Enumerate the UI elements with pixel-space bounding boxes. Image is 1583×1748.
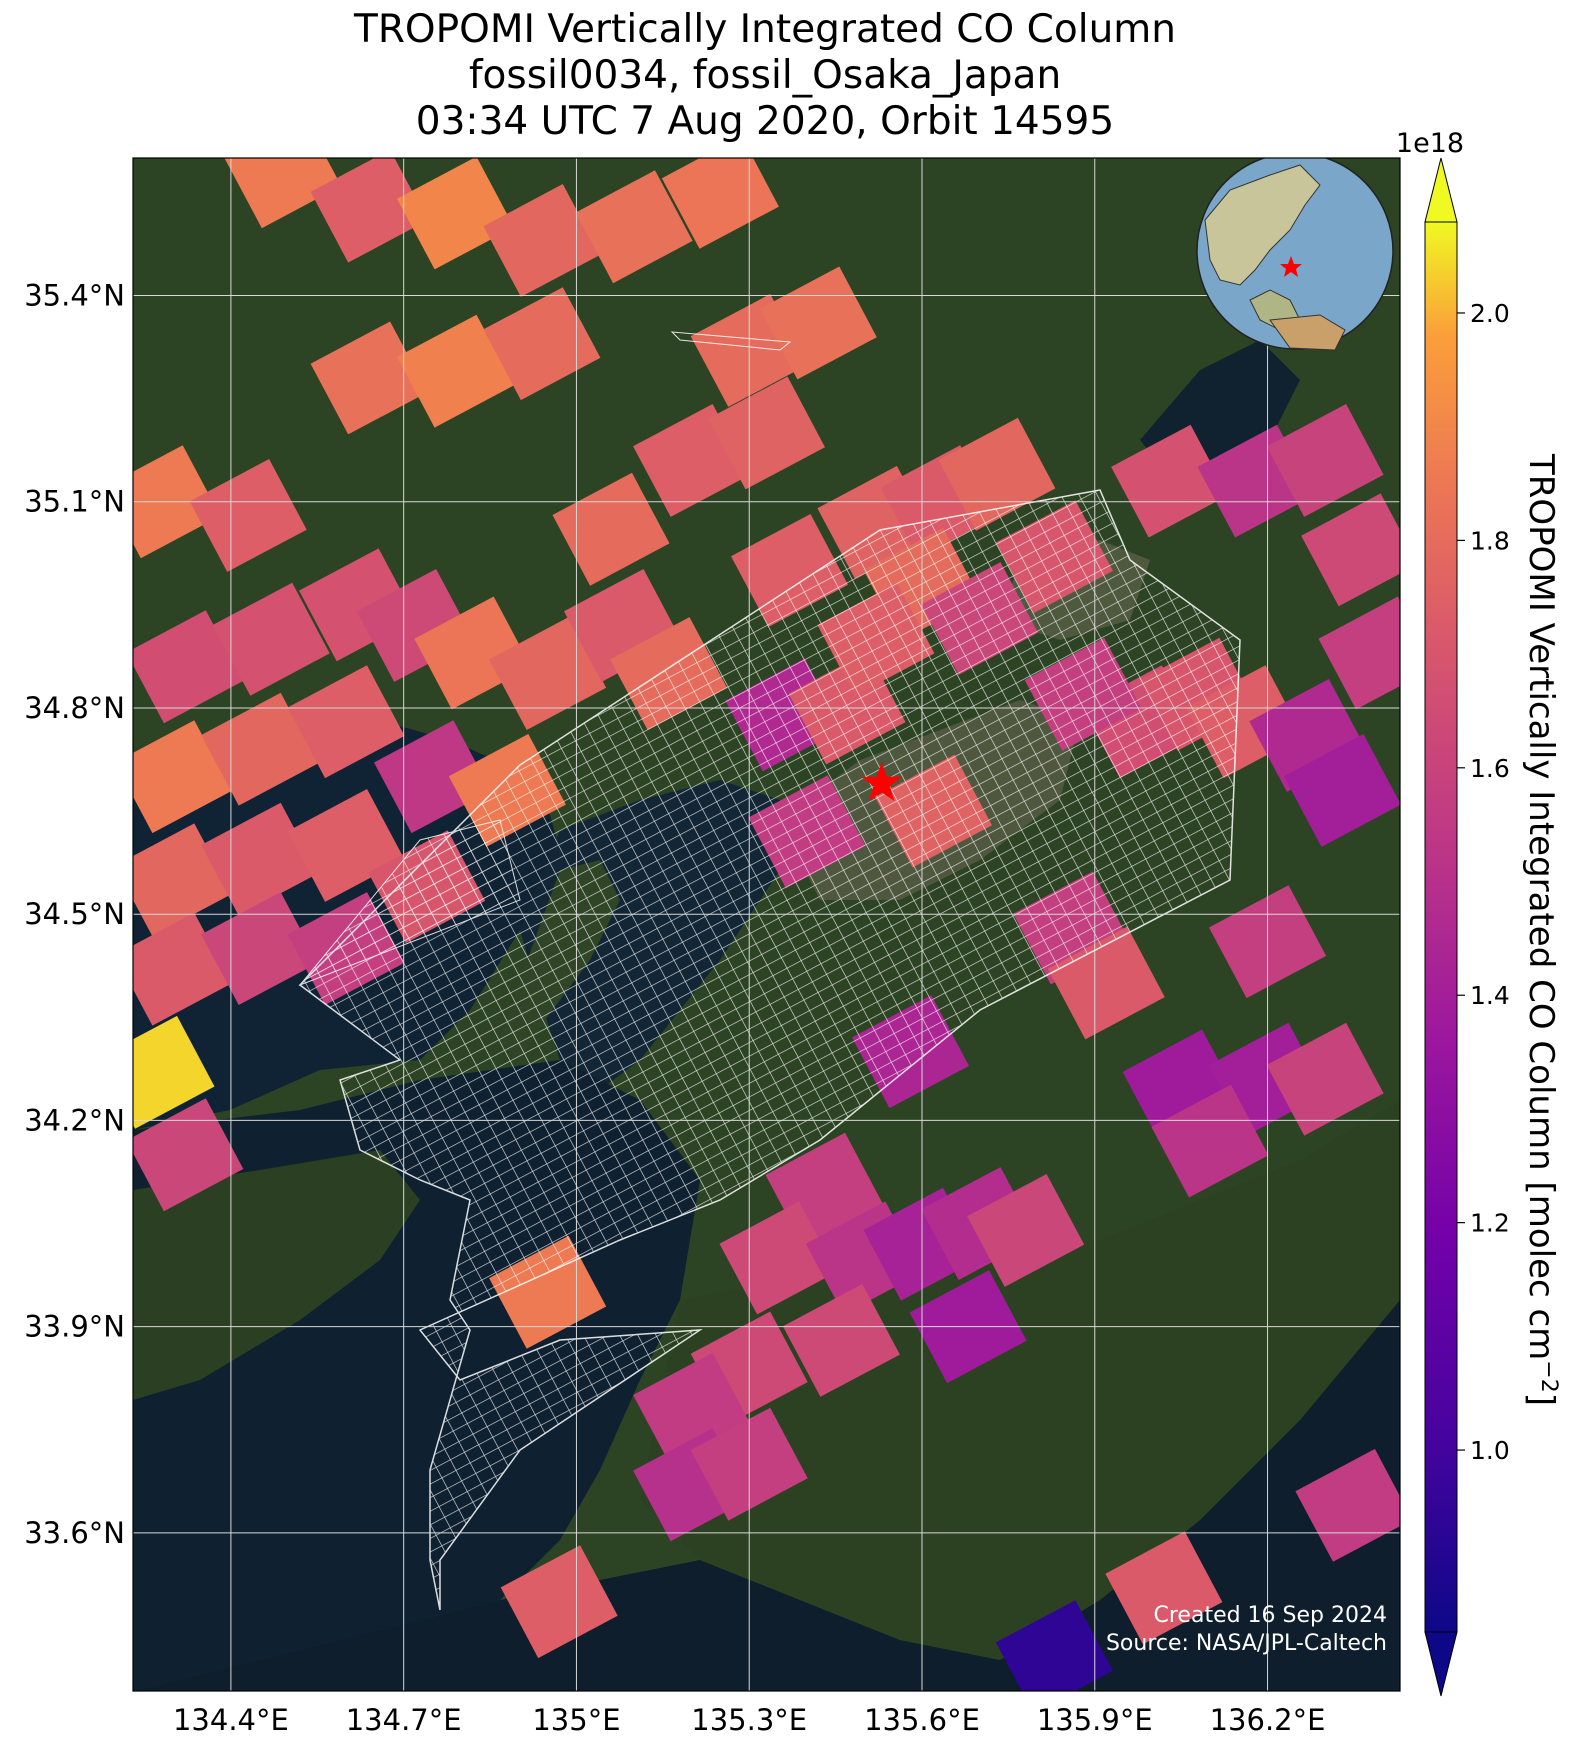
lat-tick-label: 34.2°N bbox=[24, 1103, 125, 1137]
title-line-3: 03:34 UTC 7 Aug 2020, Orbit 14595 bbox=[415, 99, 1115, 144]
map-area: Created 16 Sep 2024 Source: NASA/JPL-Cal… bbox=[133, 158, 1400, 1691]
tropomi-pixel bbox=[133, 610, 244, 724]
shikoku-land bbox=[133, 1150, 420, 1400]
tropomi-pixel bbox=[212, 582, 330, 696]
tropomi-pixel bbox=[575, 170, 693, 284]
colorbar-tick-label: 1.4 bbox=[1470, 981, 1510, 1010]
tropomi-pixel bbox=[938, 417, 1056, 531]
inset-globe bbox=[1196, 158, 1394, 351]
wakayama-land bbox=[640, 1100, 1400, 1660]
lat-tick-label: 34.8°N bbox=[24, 691, 125, 725]
credit-created: Created 16 Sep 2024 bbox=[1154, 1603, 1388, 1628]
pacific-ocean bbox=[133, 1300, 1400, 1691]
colorbar-tick-label: 1.8 bbox=[1470, 526, 1510, 555]
lon-tick-label: 134.7°E bbox=[346, 1703, 462, 1737]
colorbar-label-superscript: −2 bbox=[1536, 1360, 1561, 1392]
tropomi-pixel bbox=[310, 321, 428, 435]
oco3-footprint-grid bbox=[298, 331, 1241, 1611]
colorbar-tick-label: 1.6 bbox=[1470, 754, 1510, 783]
tropomi-pixel bbox=[133, 720, 232, 834]
colorbar-extend-max bbox=[1424, 157, 1458, 223]
tropomi-pixel bbox=[500, 1545, 618, 1659]
lat-tick-label: 35.4°N bbox=[24, 278, 125, 312]
tropomi-pixel bbox=[1266, 404, 1384, 517]
colorbar-extend-min bbox=[1424, 1631, 1458, 1697]
tropomi-pixel bbox=[287, 665, 405, 779]
tropomi-pixel bbox=[782, 1284, 900, 1397]
lon-tick-label: 135.3°E bbox=[691, 1703, 807, 1737]
lat-tick-label: 34.5°N bbox=[24, 897, 125, 931]
tropomi-pixel bbox=[397, 158, 514, 270]
tropomi-pixel bbox=[483, 184, 601, 297]
colorbar-label-text: TROPOMI Vertically Integrated CO Column … bbox=[1521, 453, 1561, 1360]
colorbar-ticks: 1.0 1.2 1.4 1.6 1.8 2.0 bbox=[1457, 299, 1510, 1465]
graticule bbox=[133, 158, 1400, 1691]
colorbar-tick-label: 2.0 bbox=[1470, 299, 1510, 328]
inset-star-marker bbox=[1280, 256, 1302, 277]
tropomi-pixel bbox=[708, 376, 825, 490]
tropomi-pixel bbox=[1266, 1022, 1384, 1136]
tropomi-pixel bbox=[224, 158, 342, 229]
colorbar-label: TROPOMI Vertically Integrated CO Column … bbox=[1521, 453, 1561, 1406]
tropomi-pixel bbox=[1318, 596, 1400, 710]
tropomi-pixel bbox=[759, 266, 877, 380]
tropomi-pixel bbox=[1301, 493, 1400, 607]
map-border bbox=[132, 157, 1401, 1692]
colorbar-exponent: 1e18 bbox=[1396, 128, 1464, 159]
lon-tick-label: 135.9°E bbox=[1037, 1703, 1153, 1737]
colorbar-gradient bbox=[1425, 222, 1457, 1632]
tropomi-pixel bbox=[483, 287, 601, 401]
title-line-1: TROPOMI Vertically Integrated CO Column bbox=[354, 7, 1176, 52]
lon-tick-label: 134.4°E bbox=[173, 1703, 289, 1737]
colorbar-tick-label: 1.2 bbox=[1470, 1209, 1510, 1238]
tropomi-pixel bbox=[1105, 1531, 1223, 1645]
tropomi-pixel bbox=[189, 459, 307, 572]
lon-tick-label: 135.6°E bbox=[864, 1703, 980, 1737]
credit-source: Source: NASA/JPL-Caltech bbox=[1106, 1631, 1387, 1656]
tropomi-pixel bbox=[1151, 1084, 1269, 1198]
lon-tick-label: 135°E bbox=[532, 1703, 620, 1737]
tropomi-pixel bbox=[1283, 734, 1400, 847]
title-line-2: fossil0034, fossil_Osaka_Japan bbox=[468, 53, 1062, 98]
tropomi-pixel bbox=[967, 1174, 1085, 1287]
tropomi-pixel bbox=[1111, 424, 1229, 538]
longitude-labels: 134.4°E 134.7°E 135°E 135.3°E 135.6°E 135.9°E… bbox=[173, 1703, 1325, 1737]
tropomi-pixel bbox=[310, 158, 428, 263]
tropomi-pixel bbox=[133, 1015, 215, 1129]
tropomi-pixel bbox=[133, 1098, 244, 1212]
tropomi-pixel bbox=[1295, 1448, 1400, 1562]
tropomi-pixel bbox=[397, 314, 514, 428]
colorbar-label-end: ] bbox=[1521, 1393, 1561, 1406]
colorbar: 1.0 1.2 1.4 1.6 1.8 2.0 1e18 TROPOMI Vertical… bbox=[1396, 128, 1561, 1697]
lat-tick-label: 33.9°N bbox=[24, 1310, 125, 1344]
tropomi-pixel bbox=[995, 1600, 1113, 1691]
colorbar-tick-label: 1.0 bbox=[1470, 1436, 1510, 1465]
latitude-labels: 35.4°N 35.1°N 34.8°N 34.5°N 34.2°N 33.9°N 33.6… bbox=[24, 278, 125, 1549]
lon-tick-label: 136.2°E bbox=[1210, 1703, 1326, 1737]
lat-tick-label: 33.6°N bbox=[24, 1516, 125, 1550]
lat-tick-label: 35.1°N bbox=[24, 485, 125, 519]
target-star-marker bbox=[861, 762, 903, 802]
tropomi-pixel bbox=[552, 472, 670, 586]
